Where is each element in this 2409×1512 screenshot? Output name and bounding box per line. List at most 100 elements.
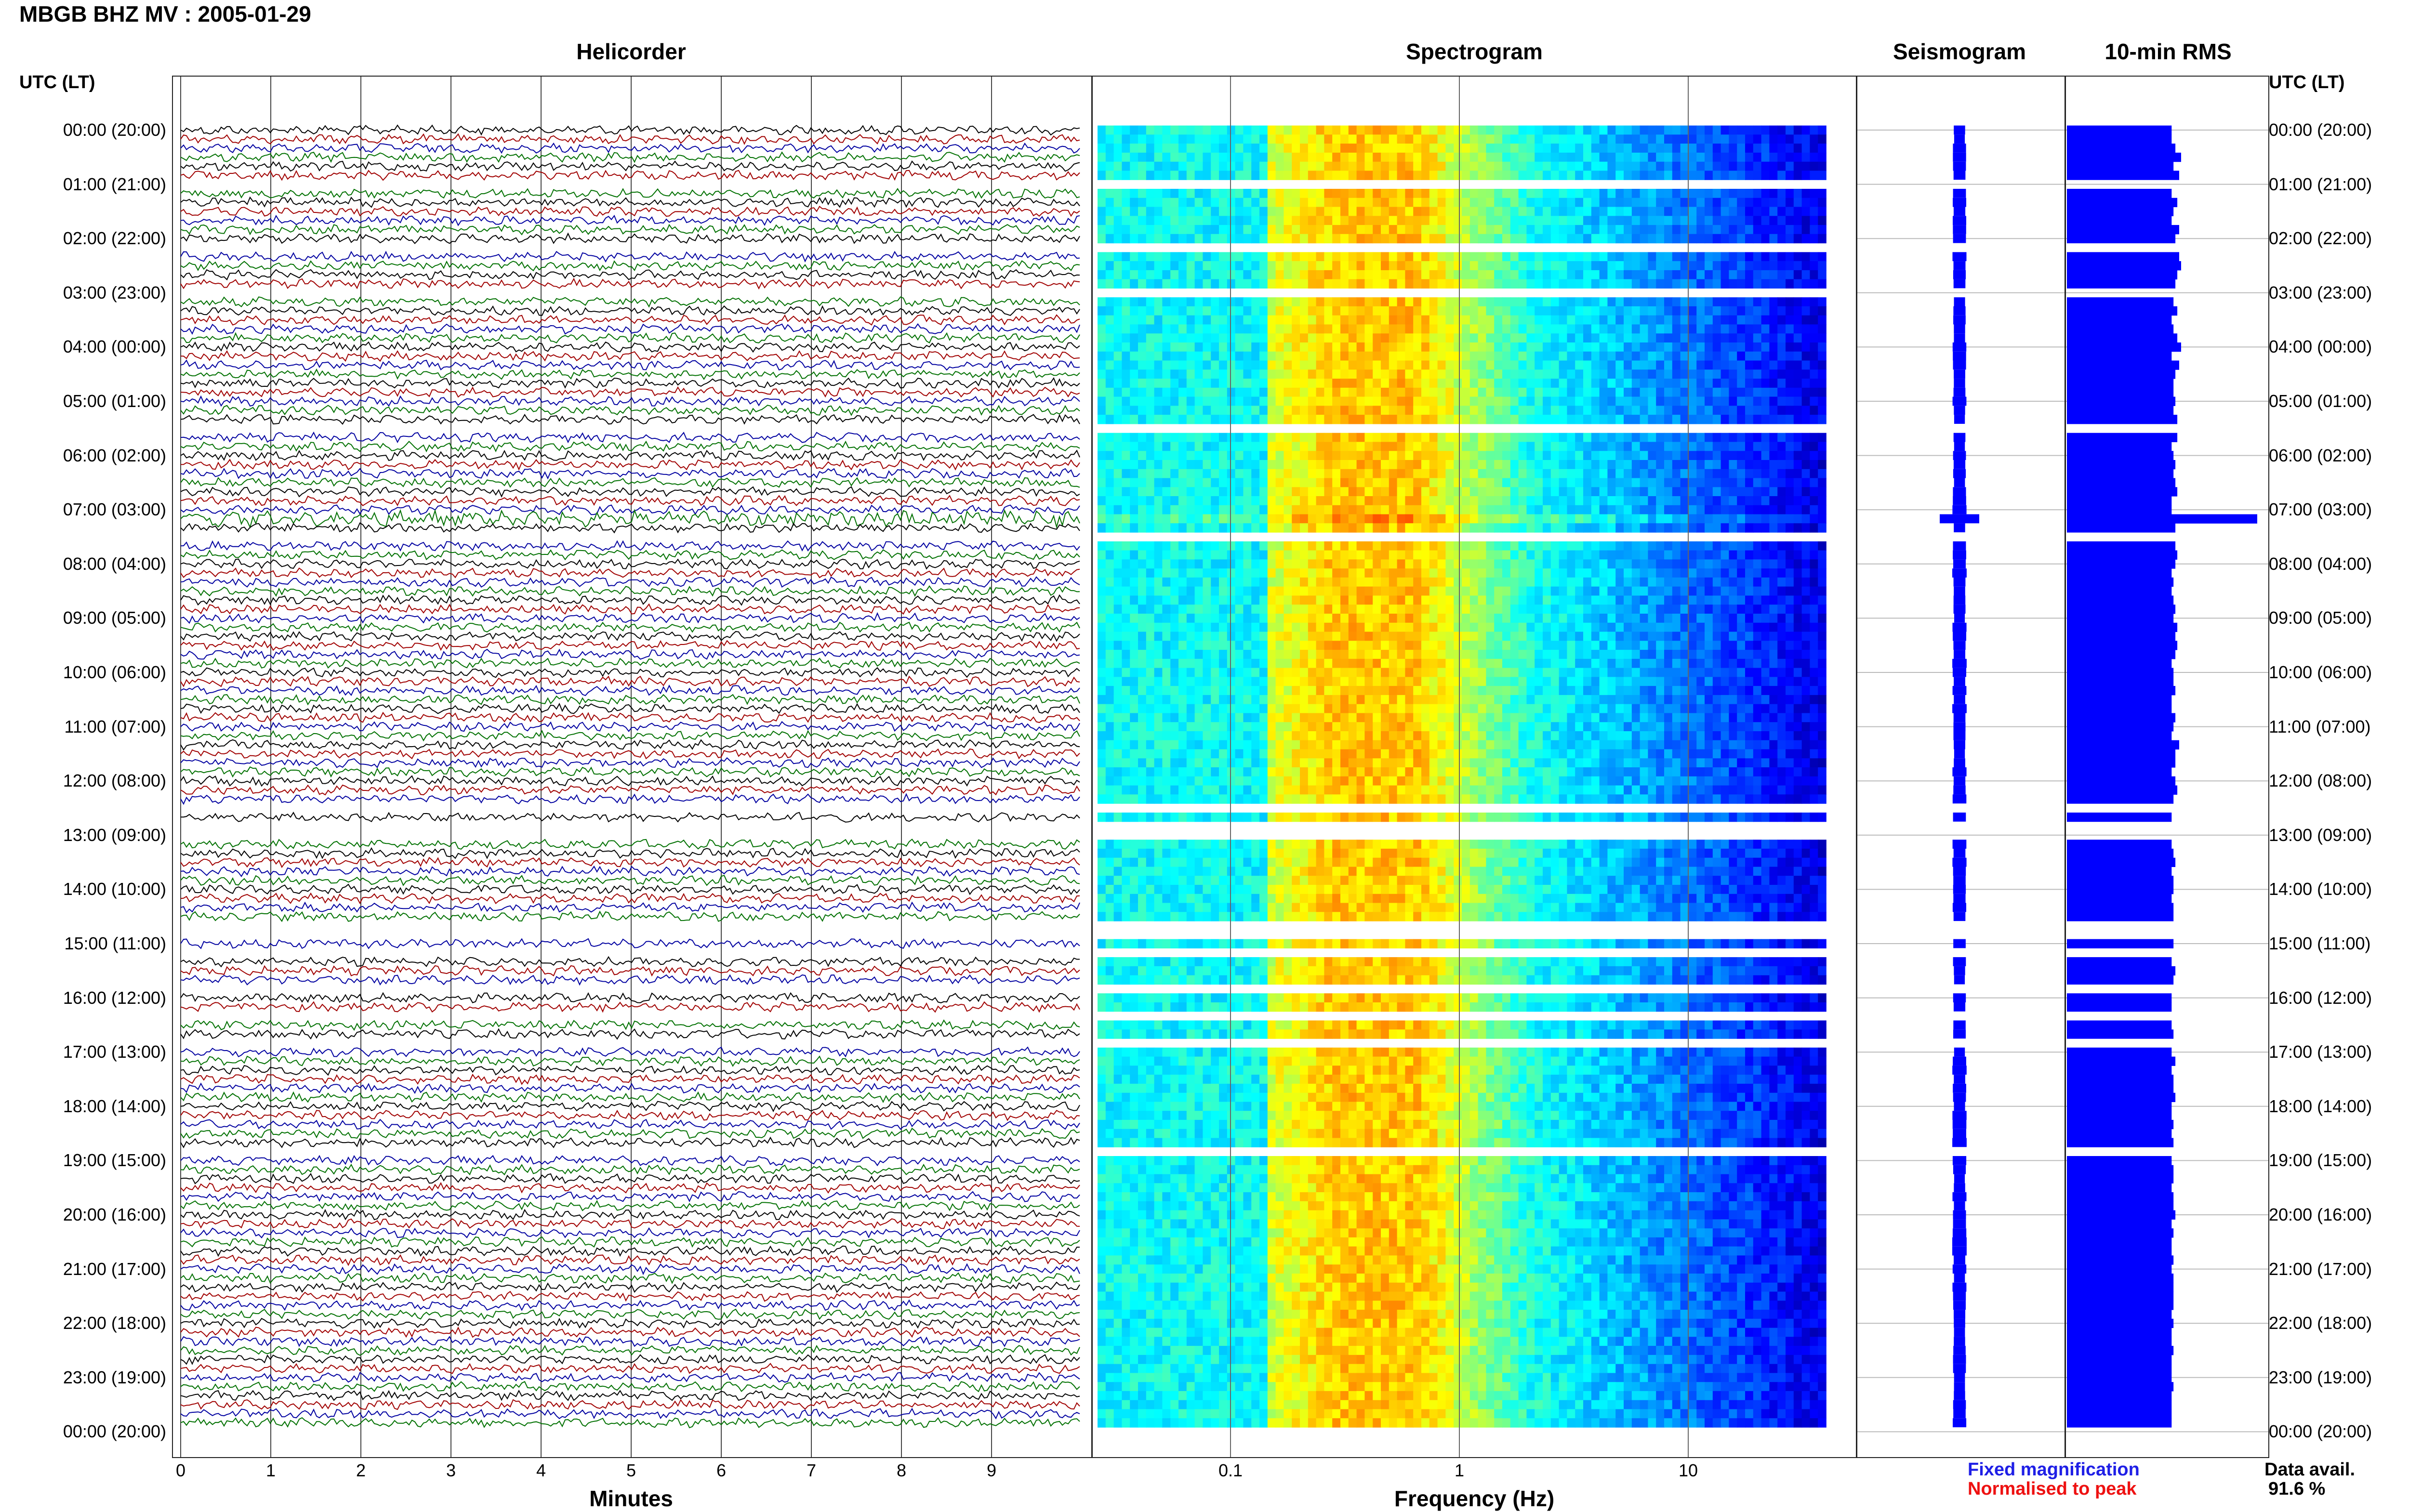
spectrogram-cell xyxy=(1429,125,1438,135)
spectrogram-cell xyxy=(1122,134,1130,144)
spectrogram-cell xyxy=(1219,125,1228,135)
spectrogram-cell xyxy=(1373,134,1381,144)
spectrogram-cell xyxy=(1332,125,1341,135)
rms-title: 10-min RMS xyxy=(2105,39,2232,64)
spectrogram-cell xyxy=(1786,134,1794,144)
spectrogram-cell xyxy=(1648,125,1656,135)
spectrogram-cell xyxy=(1567,134,1575,144)
spectrogram-cell xyxy=(1543,134,1551,144)
spectrogram-cell xyxy=(1162,134,1171,144)
spectrogram-cell xyxy=(1575,134,1584,144)
spectrogram-cell xyxy=(1405,125,1414,135)
spectrogram-cell xyxy=(1154,125,1163,135)
spectrogram-cell xyxy=(1251,134,1260,144)
spectrogram-cell xyxy=(1615,125,1624,135)
spectrogram-cell xyxy=(1445,125,1454,135)
spectrogram-cell xyxy=(1615,134,1624,144)
spectrogram-cell xyxy=(1631,125,1641,135)
spectrogram-cell xyxy=(1292,134,1300,144)
spectrogram-cell xyxy=(1672,134,1681,144)
spectrogram-cell xyxy=(1235,134,1244,144)
spectrogram-cell xyxy=(1227,134,1236,144)
spectrogram-cell xyxy=(1696,134,1705,144)
spectrogram-cell xyxy=(1656,125,1665,135)
spectrogram-cell xyxy=(1745,125,1754,135)
spectrogram-cell xyxy=(1203,134,1211,144)
spectrogram-cell xyxy=(1300,125,1309,135)
spectrogram-cell xyxy=(1535,134,1543,144)
spectrogram-cell xyxy=(1300,134,1309,144)
spectrogram-cell xyxy=(1543,125,1551,135)
spectrogram-cell xyxy=(1211,125,1219,135)
spectrogram-cell xyxy=(1656,134,1665,144)
spectrogram-cell xyxy=(1591,125,1600,135)
spectrogram-cell xyxy=(1640,134,1649,144)
spectrogram-cell xyxy=(1688,134,1697,144)
spectrogram-cell xyxy=(1462,134,1470,144)
spectrogram-cell xyxy=(1259,125,1268,135)
helicorder-trace xyxy=(180,124,1080,136)
spectrogram-cell xyxy=(1761,125,1770,135)
spectrogram-cell xyxy=(1429,134,1438,144)
spectrogram-cell xyxy=(1211,134,1219,144)
utc-label-right: UTC (LT) xyxy=(2269,72,2345,92)
spectrogram-cell xyxy=(1712,134,1721,144)
spectrogram-cell xyxy=(1308,125,1317,135)
spectrogram-cell xyxy=(1729,134,1737,144)
spectrogram-cell xyxy=(1275,125,1284,135)
spectrogram-cell xyxy=(1745,134,1754,144)
spectrogram-cell xyxy=(1267,125,1276,135)
spectrogram-cell xyxy=(1769,134,1778,144)
spectrogram-cell xyxy=(1316,125,1325,135)
spectrogram-cell xyxy=(1583,134,1592,144)
spectrogram-cell xyxy=(1170,125,1179,135)
spectrogram-cell xyxy=(1340,134,1349,144)
spectrogram-cell xyxy=(1364,134,1373,144)
spectrogram-cell xyxy=(1178,134,1187,144)
spectrogram-cell xyxy=(1437,134,1446,144)
spectrogram-cell xyxy=(1624,125,1632,135)
spectrogram-cell xyxy=(1777,125,1786,135)
spectrogram-cell xyxy=(1494,125,1503,135)
spectrogram-cell xyxy=(1324,125,1333,135)
spectrogram-cell xyxy=(1753,134,1762,144)
utc-label-left: UTC (LT) xyxy=(19,72,95,92)
spectrogram-cell xyxy=(1729,125,1737,135)
spectrogram-cell xyxy=(1478,125,1487,135)
spectrogram-cell xyxy=(1688,125,1697,135)
spectrogram-cell xyxy=(1793,134,1802,144)
spectrogram-cell xyxy=(1769,125,1778,135)
spectrogram-cell xyxy=(1251,125,1260,135)
spectrogram-cell xyxy=(1284,125,1292,135)
spectrogram-cell xyxy=(1535,125,1543,135)
spectrogram-cell xyxy=(1583,125,1592,135)
spectrogram-cell xyxy=(1332,134,1341,144)
spectrogram-cell xyxy=(1235,125,1244,135)
spectrogram-cell xyxy=(1130,134,1138,144)
spectrogram-cell xyxy=(1098,125,1106,135)
spectrogram-cell xyxy=(1421,125,1430,135)
spectrogram-cell xyxy=(1599,125,1608,135)
spectrogram-cell xyxy=(1194,134,1204,144)
spectrogram-cell xyxy=(1550,125,1560,135)
spectrogram-cell xyxy=(1801,125,1811,135)
spectrogram-cell xyxy=(1186,125,1195,135)
spectrogram-cell xyxy=(1454,125,1462,135)
rms-bar xyxy=(2067,125,2172,135)
spectrogram-cell xyxy=(1162,125,1171,135)
spectrogram-cell xyxy=(1178,125,1187,135)
spectrogram-cell xyxy=(1381,134,1390,144)
spectrogram-cell xyxy=(1275,134,1284,144)
spectrogram-cell xyxy=(1518,134,1527,144)
spectrogram-cell xyxy=(1405,134,1414,144)
spectrogram-cell xyxy=(1308,134,1317,144)
spectrogram-cell xyxy=(1737,134,1746,144)
spectrogram-cell xyxy=(1705,134,1713,144)
spectrogram-cell xyxy=(1284,134,1292,144)
spectrogram-cell xyxy=(1227,125,1236,135)
spectrogram-cell xyxy=(1680,134,1689,144)
spectrogram-cell xyxy=(1793,125,1802,135)
spectrogram-cell xyxy=(1696,125,1705,135)
spectrogram-cell xyxy=(1469,125,1479,135)
